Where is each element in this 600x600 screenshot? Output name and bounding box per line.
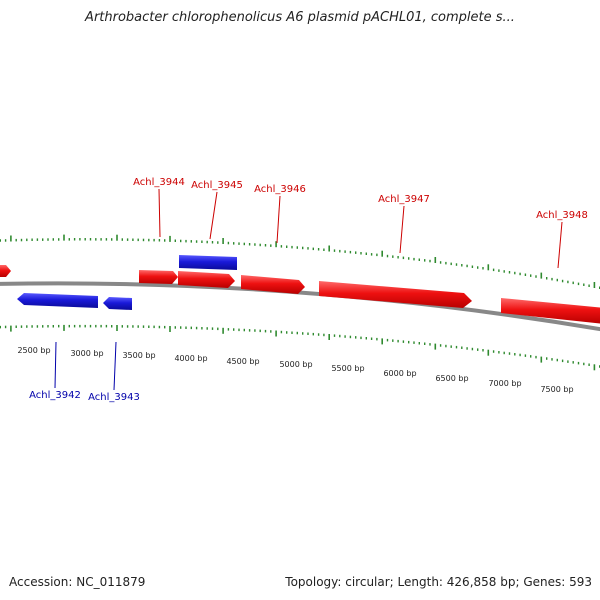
plasmid-backbone (0, 281, 600, 332)
scale-label: 4500 bp (226, 357, 259, 366)
svg-text:Achl_3942: Achl_3942 (29, 390, 81, 401)
gene-label[interactable]: Achl_3942 (29, 341, 81, 401)
scale-label: 3500 bp (122, 351, 155, 360)
scale-label: 6500 bp (435, 374, 468, 383)
gene-arrow[interactable] (17, 293, 98, 308)
outer-tick-marks (0, 234, 600, 289)
gene-label[interactable]: Achl_3945 (191, 180, 243, 240)
scale-label: 3000 bp (70, 349, 103, 358)
gene-arrow[interactable] (241, 275, 305, 294)
scale-label: 5500 bp (331, 364, 364, 373)
svg-text:Achl_3943: Achl_3943 (88, 392, 140, 403)
gene-label[interactable]: Achl_3948 (536, 210, 588, 269)
scale-label: 5000 bp (279, 360, 312, 369)
gene-arrow[interactable] (103, 297, 132, 310)
scale-label: 2500 bp (17, 346, 50, 355)
svg-text:Achl_3946: Achl_3946 (254, 184, 306, 195)
scale-label: 6000 bp (383, 369, 416, 378)
svg-text:Achl_3945: Achl_3945 (191, 180, 243, 191)
svg-text:Achl_3947: Achl_3947 (378, 194, 430, 205)
svg-text:Achl_3948: Achl_3948 (536, 210, 588, 221)
gene-label[interactable]: Achl_3947 (378, 194, 430, 254)
gene-label[interactable]: Achl_3944 (133, 177, 185, 238)
scale-labels: 2500 bp 3000 bp 3500 bp 4000 bp 4500 bp 5000 … (17, 346, 573, 394)
scale-label: 7000 bp (488, 379, 521, 388)
gene-arrow[interactable] (178, 271, 235, 288)
accession-text: Accession: NC_011879 (9, 575, 146, 589)
scale-label: 7500 bp (540, 385, 573, 394)
svg-text:Achl_3944: Achl_3944 (133, 177, 185, 188)
gene-arrow[interactable] (501, 298, 600, 324)
gene-label[interactable]: Achl_3946 (254, 184, 306, 244)
inner-tick-marks (0, 324, 600, 371)
gene-arrow[interactable] (179, 255, 237, 270)
gene-arrow[interactable] (139, 270, 178, 284)
summary-text: Topology: circular; Length: 426,858 bp; … (285, 575, 592, 589)
map-title: Arthrobacter chlorophenolicus A6 plasmid… (85, 10, 515, 25)
gene-arrow[interactable] (319, 281, 472, 308)
gene-label[interactable]: Achl_3943 (88, 341, 140, 403)
gene-arrow[interactable] (0, 265, 11, 277)
scale-label: 4000 bp (174, 354, 207, 363)
